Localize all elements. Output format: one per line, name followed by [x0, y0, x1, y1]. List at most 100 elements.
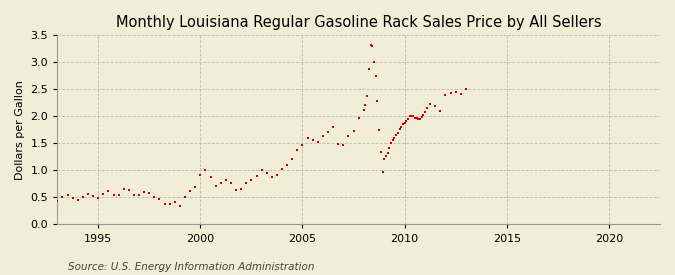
Point [387, 138, 398, 142]
Point [328, 125, 339, 130]
Point [190, 185, 200, 189]
Point [372, 99, 383, 103]
Point [374, 128, 385, 132]
Point [382, 151, 393, 155]
Point [358, 108, 369, 112]
Point [360, 102, 371, 107]
Point [251, 174, 262, 178]
Point [297, 143, 308, 147]
Point [392, 130, 403, 135]
Point [210, 183, 221, 188]
Point [72, 198, 83, 202]
Point [256, 168, 267, 173]
Point [236, 187, 246, 192]
Point [385, 141, 396, 146]
Point [221, 178, 232, 182]
Point [261, 171, 272, 175]
Point [159, 202, 170, 206]
Point [456, 92, 466, 96]
Point [338, 143, 349, 147]
Point [52, 199, 63, 204]
Point [175, 203, 186, 208]
Point [134, 192, 144, 197]
Point [363, 67, 374, 71]
Point [281, 163, 292, 167]
Point [399, 121, 410, 125]
Point [88, 194, 99, 198]
Text: Source: U.S. Energy Information Administration: Source: U.S. Energy Information Administ… [68, 262, 314, 272]
Point [323, 129, 333, 134]
Point [313, 140, 323, 145]
Y-axis label: Dollars per Gallon: Dollars per Gallon [15, 80, 25, 180]
Point [108, 192, 119, 197]
Point [144, 191, 155, 195]
Point [430, 103, 441, 108]
Point [381, 154, 392, 158]
Point [200, 168, 211, 173]
Point [302, 136, 313, 140]
Point [367, 44, 378, 48]
Point [231, 188, 242, 192]
Point [124, 188, 134, 192]
Point [401, 119, 412, 123]
Point [215, 181, 226, 186]
Point [307, 138, 318, 142]
Point [287, 156, 298, 161]
Point [78, 195, 88, 200]
Point [154, 197, 165, 201]
Point [277, 167, 288, 172]
Point [384, 145, 395, 150]
Point [128, 193, 139, 197]
Point [149, 195, 160, 200]
Point [394, 127, 405, 131]
Point [375, 149, 386, 154]
Point [267, 175, 277, 179]
Point [98, 191, 109, 196]
Point [292, 148, 303, 153]
Point [403, 117, 414, 121]
Point [57, 195, 68, 200]
Point [92, 196, 103, 200]
Point [450, 90, 461, 94]
Point [414, 116, 425, 121]
Point [406, 114, 417, 119]
Point [460, 87, 471, 92]
Point [404, 114, 415, 119]
Point [371, 74, 381, 78]
Point [416, 115, 427, 120]
Point [68, 196, 78, 200]
Point [396, 125, 406, 130]
Point [369, 60, 379, 65]
Point [418, 113, 429, 117]
Point [195, 172, 206, 177]
Point [164, 202, 175, 206]
Point [62, 192, 73, 197]
Title: Monthly Louisiana Regular Gasoline Rack Sales Price by All Sellers: Monthly Louisiana Regular Gasoline Rack … [116, 15, 601, 30]
Point [343, 134, 354, 139]
Point [398, 122, 408, 127]
Point [377, 169, 388, 174]
Point [225, 181, 236, 186]
Point [241, 181, 252, 186]
Point [425, 102, 435, 106]
Point [180, 195, 190, 200]
Point [139, 190, 150, 194]
Point [413, 116, 424, 121]
Point [348, 129, 359, 133]
Point [365, 43, 376, 47]
Point [379, 156, 389, 161]
Point [410, 116, 421, 120]
Point [353, 116, 364, 120]
Point [246, 178, 256, 182]
Point [169, 200, 180, 205]
Point [118, 187, 129, 192]
Point [271, 172, 282, 177]
Point [420, 110, 431, 114]
Point [411, 116, 422, 120]
Point [421, 106, 432, 111]
Point [82, 191, 93, 196]
Point [391, 133, 402, 138]
Point [440, 93, 451, 97]
Point [435, 109, 446, 113]
Point [362, 94, 373, 98]
